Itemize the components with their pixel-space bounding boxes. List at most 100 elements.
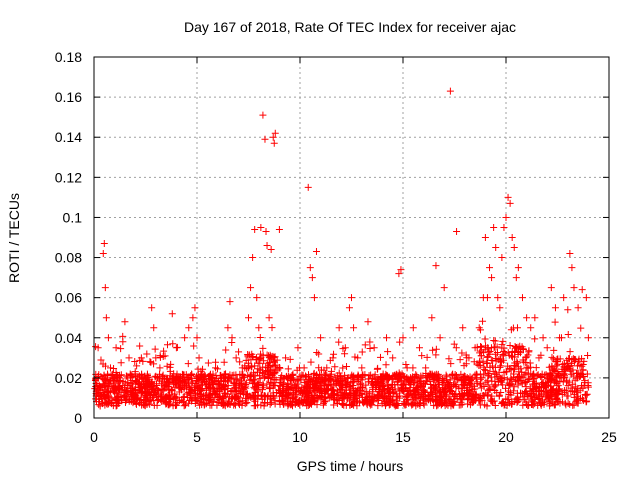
data-point	[266, 378, 274, 386]
data-point-peak	[514, 264, 522, 272]
x-tick-label: 0	[90, 429, 98, 445]
data-point	[518, 380, 526, 388]
data-point	[149, 383, 157, 391]
data-point-peak	[490, 223, 498, 231]
data-point	[121, 379, 129, 387]
data-point	[220, 400, 228, 408]
data-point	[332, 376, 340, 384]
data-point	[243, 365, 251, 373]
data-point-peak	[453, 227, 461, 235]
data-point	[122, 387, 130, 395]
data-point	[330, 350, 338, 358]
data-point	[320, 381, 328, 389]
data-point	[206, 389, 214, 397]
data-point	[206, 401, 214, 409]
data-point-peak	[228, 334, 236, 342]
data-point	[379, 378, 387, 386]
data-point-peak	[397, 266, 405, 274]
data-point	[386, 389, 394, 397]
data-point	[250, 383, 258, 391]
data-point	[578, 362, 586, 370]
data-point	[158, 386, 166, 394]
data-point	[477, 352, 485, 360]
data-point-peak	[566, 250, 574, 258]
data-point	[311, 398, 319, 406]
data-point	[396, 392, 404, 400]
data-point	[550, 346, 558, 354]
data-point-peak	[94, 344, 102, 352]
data-point	[496, 374, 504, 382]
data-point	[529, 398, 537, 406]
data-point	[136, 342, 144, 350]
data-point	[558, 398, 566, 406]
data-point-peak	[483, 294, 491, 302]
chart-title: Day 167 of 2018, Rate Of TEC Index for r…	[184, 19, 516, 35]
data-point	[537, 392, 545, 400]
x-axis-title: GPS time / hours	[297, 458, 404, 474]
data-point	[404, 396, 412, 404]
data-point	[152, 380, 160, 388]
data-point	[346, 383, 354, 391]
data-point-peak	[317, 334, 325, 342]
data-point	[257, 353, 265, 361]
data-point	[561, 389, 569, 397]
data-point	[511, 353, 519, 361]
data-point	[539, 396, 547, 404]
data-point-peak	[172, 344, 180, 352]
data-point	[128, 392, 136, 400]
data-point	[534, 387, 542, 395]
data-point	[575, 355, 583, 363]
data-point	[450, 380, 458, 388]
data-point	[556, 355, 564, 363]
data-point	[432, 351, 440, 359]
y-tick-label: 0.06	[55, 290, 82, 306]
data-point	[523, 401, 531, 409]
data-point	[487, 397, 495, 405]
data-point	[116, 376, 124, 384]
data-point	[297, 388, 305, 396]
data-point	[456, 356, 464, 364]
data-point	[562, 401, 570, 409]
data-point	[168, 376, 176, 384]
data-point	[153, 401, 161, 409]
data-point	[447, 388, 455, 396]
data-point-peak	[262, 227, 270, 235]
x-tick-label: 5	[193, 429, 201, 445]
data-point-peak	[150, 324, 158, 332]
data-point	[152, 392, 160, 400]
data-point-peak	[148, 304, 156, 312]
data-point-peak	[152, 354, 160, 362]
data-point	[564, 382, 572, 390]
data-point	[500, 344, 508, 352]
data-point	[427, 394, 435, 402]
data-point	[244, 353, 252, 361]
data-point-peak	[496, 304, 504, 312]
data-point	[505, 381, 513, 389]
data-point	[580, 357, 588, 365]
data-point	[221, 382, 229, 390]
data-point-peak	[543, 344, 551, 352]
data-point	[491, 401, 499, 409]
data-point	[368, 396, 376, 404]
data-point-peak	[481, 234, 489, 241]
data-point-peak	[348, 294, 355, 302]
data-point	[147, 391, 155, 399]
data-point-peak	[578, 286, 586, 294]
data-point	[226, 400, 234, 408]
data-point	[139, 357, 147, 365]
data-point	[230, 379, 238, 387]
data-point	[413, 372, 421, 380]
data-point-peak	[212, 364, 220, 372]
data-point	[136, 399, 144, 407]
data-point	[100, 372, 108, 380]
y-tick-label: 0.1	[63, 209, 83, 225]
data-point	[296, 401, 304, 409]
data-point	[569, 355, 577, 363]
data-point	[247, 376, 255, 384]
data-point	[97, 356, 105, 364]
data-point	[569, 401, 577, 409]
data-point	[486, 350, 494, 358]
x-tick-label: 20	[498, 429, 514, 445]
data-point	[426, 389, 434, 397]
data-point	[109, 384, 117, 392]
